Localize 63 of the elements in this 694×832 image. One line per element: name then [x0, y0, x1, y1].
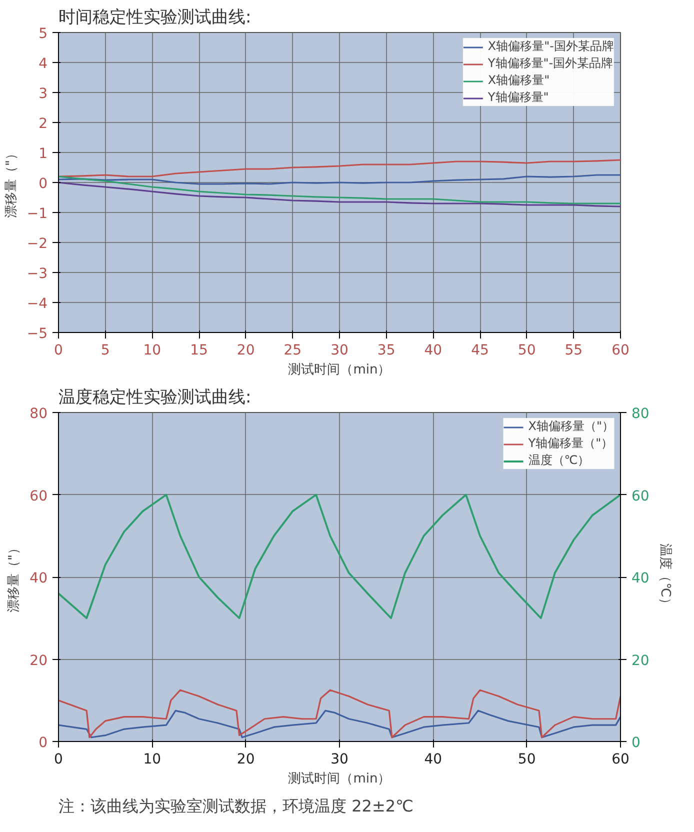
x-tick-label: 40 [424, 752, 442, 768]
y-tick-label: −3 [26, 266, 48, 282]
text: 注：该曲线为实验室测试数据，环境温度 22±2℃ [58, 796, 414, 816]
legend-label: Y轴偏移量"-国外某品牌 [488, 55, 614, 72]
x-tick-label: 45 [471, 342, 489, 358]
x-axis-title: 测试时间（min） [288, 772, 391, 786]
y-tick-label: 4 [38, 56, 48, 72]
line-series [58, 159, 620, 178]
chart-title: 时间稳定性实验测试曲线: [58, 8, 252, 28]
line-series [58, 174, 620, 185]
chart-title: 温度稳定性实验测试曲线: [58, 388, 252, 408]
y-tick-label: 60 [30, 488, 48, 504]
legend-label: X轴偏移量" [488, 72, 550, 89]
y-tick-label: −5 [26, 326, 48, 342]
y-tick-label: 20 [30, 652, 48, 669]
x-tick-label: 50 [518, 752, 536, 768]
x-tick-label: 40 [424, 342, 442, 358]
line-series [58, 494, 620, 620]
y-axis-title: 漂移量（"） [6, 542, 22, 612]
line-series [58, 689, 620, 738]
y-tick-label: 1 [38, 146, 48, 162]
x-tick-label: 60 [612, 752, 630, 768]
y-tick-label: 3 [38, 86, 48, 102]
x-tick-label: 30 [330, 752, 348, 768]
line-series [58, 182, 620, 208]
y2-tick-label: 20 [632, 652, 650, 669]
y2-tick-label: 60 [632, 488, 650, 504]
y-axis-title: 漂移量（"） [4, 147, 19, 218]
x-tick-label: 50 [518, 342, 536, 358]
legend-label: 温度（℃） [528, 452, 590, 469]
y2-tick-label: 0 [632, 735, 640, 751]
legend-label: Y轴偏移量（"） [528, 435, 614, 452]
y-tick-label: 40 [30, 570, 48, 586]
x-tick-label: 10 [143, 752, 162, 768]
x-tick-label: 35 [377, 342, 396, 358]
x-tick-label: 20 [236, 342, 255, 358]
line-series [58, 176, 620, 204]
y2-axis-title: 温度（℃） [657, 544, 674, 610]
x-tick-label: 0 [54, 752, 63, 768]
y-tick-label: 0 [38, 735, 48, 751]
y-tick-label: 80 [30, 406, 48, 422]
x-tick-label: 60 [612, 342, 630, 358]
x-tick-label: 30 [330, 342, 348, 358]
y-tick-label: −4 [26, 296, 48, 312]
x-tick-label: 10 [143, 342, 162, 358]
legend-label: X轴偏移量"-国外某品牌 [488, 38, 614, 55]
y-tick-label: 2 [38, 116, 48, 132]
y-tick-label: 0 [38, 176, 48, 192]
x-tick-label: 25 [284, 342, 302, 358]
line-series [58, 710, 620, 738]
y-tick-label: −1 [26, 206, 48, 222]
y2-tick-label: 80 [632, 406, 650, 422]
y-tick-label: −2 [26, 236, 48, 252]
legend-label: Y轴偏移量" [488, 89, 549, 106]
x-tick-label: 0 [54, 342, 63, 358]
x-tick-label: 55 [564, 342, 583, 358]
x-tick-label: 20 [236, 752, 255, 768]
x-tick-label: 15 [190, 342, 208, 358]
y-tick-label: 5 [38, 26, 48, 42]
legend-label: X轴偏移量（"） [528, 418, 614, 435]
x-axis-title: 测试时间（min） [288, 362, 391, 378]
y2-tick-label: 40 [632, 570, 650, 586]
x-tick-label: 5 [100, 342, 110, 358]
